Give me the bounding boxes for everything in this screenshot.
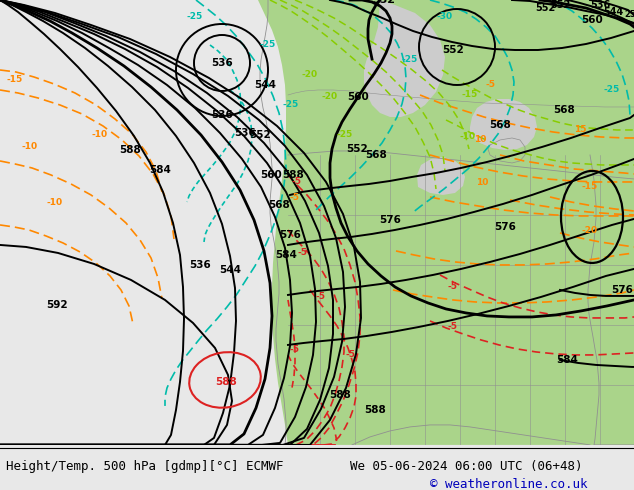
Text: 15: 15 [574, 125, 586, 134]
Text: -5: -5 [315, 293, 325, 301]
Text: -25: -25 [260, 41, 276, 49]
Text: 560: 560 [260, 170, 282, 180]
Text: We 05-06-2024 06:00 UTC (06+48): We 05-06-2024 06:00 UTC (06+48) [350, 460, 583, 473]
Text: 568: 568 [365, 150, 387, 160]
Text: -15: -15 [462, 91, 478, 99]
Polygon shape [492, 0, 568, 73]
Text: 576: 576 [279, 230, 301, 240]
Polygon shape [348, 0, 411, 73]
Text: 584: 584 [556, 355, 578, 365]
Text: -25: -25 [604, 85, 620, 95]
Text: -10: -10 [460, 132, 476, 142]
Text: -5: -5 [447, 322, 457, 331]
Text: 536: 536 [211, 58, 233, 68]
Text: -5: -5 [291, 177, 301, 187]
Text: -20: -20 [582, 226, 598, 236]
Text: -10: -10 [47, 198, 63, 207]
Text: -15: -15 [7, 75, 23, 84]
Text: -25: -25 [337, 130, 353, 140]
Text: -25: -25 [187, 13, 203, 22]
Text: 584: 584 [149, 165, 171, 175]
Text: 584: 584 [275, 250, 297, 260]
Text: 544: 544 [603, 7, 623, 17]
Text: -20: -20 [302, 71, 318, 79]
Text: 552: 552 [373, 0, 396, 5]
Text: -25: -25 [283, 100, 299, 109]
Text: 576: 576 [611, 285, 633, 295]
Polygon shape [564, 186, 610, 228]
Text: 588: 588 [215, 377, 237, 387]
Text: -5: -5 [290, 194, 300, 202]
Polygon shape [364, 0, 445, 117]
Text: -5: -5 [289, 345, 299, 354]
Text: 592: 592 [46, 300, 68, 310]
Text: -20: -20 [322, 93, 338, 101]
Text: 552: 552 [550, 0, 570, 10]
Text: Height/Temp. 500 hPa [gdmp][°C] ECMWF: Height/Temp. 500 hPa [gdmp][°C] ECMWF [6, 460, 283, 473]
Text: 25: 25 [624, 10, 634, 19]
Text: 568: 568 [489, 120, 511, 130]
Text: 536: 536 [234, 128, 256, 138]
Text: © weatheronline.co.uk: © weatheronline.co.uk [430, 478, 588, 490]
Text: -10: -10 [92, 130, 108, 140]
Text: 588: 588 [329, 390, 351, 400]
Polygon shape [258, 0, 634, 445]
Text: -25: -25 [402, 55, 418, 65]
Text: 552: 552 [442, 45, 464, 55]
Text: 10: 10 [474, 135, 486, 145]
Text: 568: 568 [268, 200, 290, 210]
Text: -5: -5 [345, 350, 355, 360]
Polygon shape [417, 157, 465, 195]
Text: 588: 588 [119, 145, 141, 155]
Text: 552: 552 [249, 130, 271, 140]
Text: -5: -5 [485, 80, 495, 90]
Text: 560: 560 [347, 92, 369, 102]
Text: -30: -30 [437, 13, 453, 22]
Text: 568: 568 [553, 105, 575, 115]
Text: 536: 536 [590, 0, 610, 10]
Text: 588: 588 [364, 405, 386, 415]
Text: 576: 576 [379, 215, 401, 225]
Text: 10: 10 [476, 178, 488, 188]
Text: -5: -5 [447, 282, 457, 292]
Text: 536: 536 [211, 110, 233, 120]
Text: 576: 576 [494, 222, 516, 232]
Text: -15: -15 [582, 182, 598, 192]
Text: 588: 588 [282, 170, 304, 180]
Text: 544: 544 [219, 265, 241, 275]
Text: 552: 552 [346, 144, 368, 154]
Polygon shape [470, 99, 537, 150]
Text: -10: -10 [22, 143, 38, 151]
Text: -5: -5 [297, 248, 307, 257]
Text: 544: 544 [254, 80, 276, 90]
Text: 552: 552 [535, 3, 555, 13]
Text: 560: 560 [581, 15, 603, 25]
Text: 536: 536 [189, 260, 211, 270]
